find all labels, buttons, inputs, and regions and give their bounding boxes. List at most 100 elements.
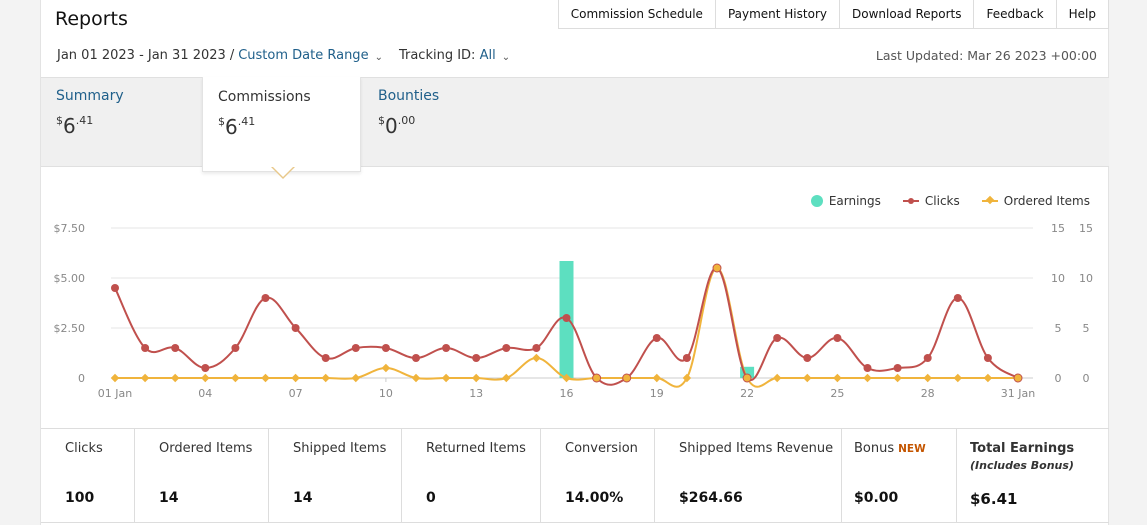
ordered-items-point xyxy=(772,373,782,383)
chevron-down-icon: ⌄ xyxy=(501,52,511,63)
ordered-items-point xyxy=(652,373,662,383)
stat-conversion: Conversion 14.00% xyxy=(541,429,655,522)
clicks-point xyxy=(532,344,541,352)
ordered-items-point xyxy=(471,373,481,383)
clicks-point xyxy=(803,354,812,362)
tab-commissions-amount: $6.41 xyxy=(218,115,256,139)
stat-returned-items-value: 0 xyxy=(426,490,436,506)
earnings-swatch xyxy=(810,195,823,207)
x-axis-tick: 01 Jan xyxy=(98,387,132,400)
stat-total-earnings-value: $6.41 xyxy=(970,490,1018,508)
tab-bounties-amount: $0.00 xyxy=(378,114,416,138)
help-link[interactable]: Help xyxy=(1057,0,1109,28)
date-separator: / xyxy=(229,48,235,63)
clicks-point xyxy=(712,263,722,273)
clicks-point xyxy=(261,294,270,302)
x-axis-tick: 25 xyxy=(830,387,844,400)
tab-summary[interactable]: Summary $6.41 xyxy=(56,88,124,138)
left-axis-tick: $2.50 xyxy=(54,322,86,335)
stat-bonus-label-row: Bonus NEW xyxy=(854,441,956,456)
x-axis-tick: 13 xyxy=(469,387,483,400)
stat-shipped-revenue-label: Shipped Items Revenue xyxy=(679,441,834,456)
ordered-items-point xyxy=(291,373,300,383)
stat-total-earnings: Total Earnings (Includes Bonus) $6.41 xyxy=(957,429,1109,522)
ordered-items-point xyxy=(231,373,240,383)
stat-total-earnings-label: Total Earnings xyxy=(970,441,1075,456)
ordered-items-point xyxy=(532,353,541,363)
legend-clicks[interactable]: Clicks xyxy=(902,194,960,208)
ordered-items-point xyxy=(863,373,872,383)
filter-bar: Jan 01 2023 - Jan 31 2023 / Custom Date … xyxy=(57,48,510,63)
clicks-point xyxy=(652,334,661,342)
stat-shipped-revenue: Shipped Items Revenue $264.66 xyxy=(655,429,842,522)
tab-summary-amount: $6.41 xyxy=(56,114,94,138)
stat-bonus-value: $0.00 xyxy=(854,490,899,506)
tab-bounties-label: Bounties xyxy=(378,88,440,104)
ordered-items-point xyxy=(201,373,210,383)
reports-card: Reports Commission Schedule Payment Hist… xyxy=(40,0,1109,525)
clicks-point xyxy=(983,354,992,362)
left-axis-tick: 0 xyxy=(78,372,85,385)
earnings-bar xyxy=(740,366,755,378)
legend-earnings[interactable]: Earnings xyxy=(810,194,881,208)
download-reports-link[interactable]: Download Reports xyxy=(840,0,975,28)
clicks-point xyxy=(682,354,691,362)
clicks-point xyxy=(141,344,150,352)
tab-bounties[interactable]: Bounties $0.00 xyxy=(378,88,439,138)
ordered-items-point xyxy=(562,373,571,383)
payment-history-link[interactable]: Payment History xyxy=(716,0,840,28)
ordered-items-point xyxy=(682,373,692,383)
date-range-dropdown[interactable]: Custom Date Range ⌄ xyxy=(238,48,383,63)
clicks-point xyxy=(351,344,360,352)
stat-shipped-items: Shipped Items 14 xyxy=(269,429,402,522)
x-axis-tick: 31 Jan xyxy=(1001,387,1035,400)
custom-date-range-label: Custom Date Range xyxy=(238,48,369,63)
top-links: Commission Schedule Payment History Down… xyxy=(557,0,1109,29)
ordered-items-point xyxy=(803,373,812,383)
x-axis-tick: 28 xyxy=(921,387,935,400)
stat-returned-items-label: Returned Items xyxy=(426,441,526,456)
stat-total-earnings-sub: (Includes Bonus) xyxy=(970,459,1074,472)
chevron-down-icon: ⌄ xyxy=(374,52,383,63)
clicks-point xyxy=(321,354,330,362)
ordered-items-point xyxy=(502,373,511,383)
right-axis-2-tick: 5 xyxy=(1083,322,1090,335)
ordered-items-point xyxy=(923,373,932,383)
date-range-text: Jan 01 2023 - Jan 31 2023 xyxy=(57,48,226,63)
clicks-point xyxy=(592,373,602,383)
clicks-point xyxy=(953,294,962,302)
legend-ordered-items[interactable]: Ordered Items xyxy=(981,194,1090,208)
summary-tabs: Summary $6.41 Commissions $6.41 Bounties… xyxy=(41,77,1109,172)
clicks-point xyxy=(381,344,390,352)
clicks-point xyxy=(442,344,451,352)
x-axis-tick: 22 xyxy=(740,387,754,400)
clicks-point xyxy=(1013,373,1023,383)
clicks-swatch xyxy=(902,198,919,204)
feedback-link[interactable]: Feedback xyxy=(974,0,1057,28)
stats-bar: Clicks 100 Ordered Items 14 Shipped Item… xyxy=(41,428,1109,523)
new-badge: NEW xyxy=(898,443,926,455)
right-axis-2-tick: 15 xyxy=(1079,222,1093,235)
stat-ordered-items: Ordered Items 14 xyxy=(135,429,269,522)
clicks-point xyxy=(412,354,420,362)
clicks-point xyxy=(923,354,932,362)
ordered-items-point xyxy=(441,373,451,383)
tracking-id-dropdown[interactable]: Tracking ID: All ⌄ xyxy=(399,48,510,63)
clicks-point xyxy=(562,314,571,322)
legend-clicks-label: Clicks xyxy=(924,194,960,208)
right-axis-tick: 5 xyxy=(1055,322,1062,335)
x-axis-tick: 07 xyxy=(289,387,303,400)
tab-commissions[interactable]: Commissions $6.41 xyxy=(202,77,361,172)
earnings-clicks-chart: $7.50 15 15 $5.00 10 10 $2.50 5 5 0 0 0 01 Jan 04 07 10… xyxy=(54,222,1094,400)
last-updated-text: Last Updated: Mar 26 2023 +00:00 xyxy=(875,48,1097,63)
ordered-items-point xyxy=(381,363,391,373)
stat-ordered-items-label: Ordered Items xyxy=(159,441,253,456)
ordered-items-point xyxy=(140,373,150,383)
active-tab-pointer xyxy=(271,166,295,179)
commission-schedule-link[interactable]: Commission Schedule xyxy=(559,0,716,28)
ordered-items-point xyxy=(170,373,180,383)
stat-clicks-label: Clicks xyxy=(65,441,103,456)
x-axis-tick: 19 xyxy=(650,387,664,400)
stat-shipped-items-label: Shipped Items xyxy=(293,441,387,456)
legend-ordered-items-label: Ordered Items xyxy=(1003,194,1090,208)
